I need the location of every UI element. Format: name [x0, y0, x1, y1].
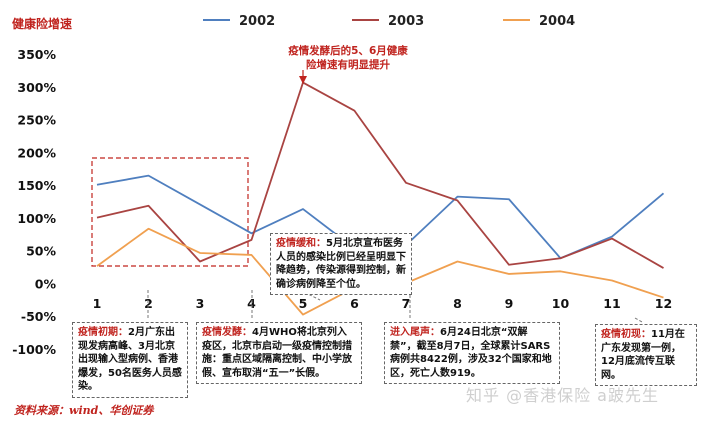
- series-line-2003: [96, 81, 664, 269]
- annotation-body: 5月北京宣布医务人员的感染比例已经呈明显下降趋势，传染源得到控制，新确诊病例降至…: [276, 238, 406, 290]
- y-tick-label: 200%: [17, 145, 56, 160]
- x-tick-label: 1: [93, 296, 102, 311]
- y-tick-label: 300%: [17, 80, 56, 95]
- y-tick-label: 150%: [17, 178, 56, 193]
- annotation-body: 2月广东出现发病高峰、3月北京出现输入型病例、香港爆发，50名医务人员感染。: [78, 327, 182, 392]
- y-axis-unit-label: 健康险增速: [12, 17, 73, 31]
- x-tick-label: 12: [655, 296, 672, 311]
- x-tick-label: 10: [552, 296, 570, 311]
- legend: 2002 2003 2004: [203, 14, 575, 29]
- annotation-tag: 疫情发酵：: [202, 327, 252, 338]
- highlight-box: [91, 157, 249, 267]
- top-annotation: 疫情发酵后的5、6月健康险增速有明显提升: [288, 45, 408, 71]
- x-tick-label: 9: [505, 296, 514, 311]
- x-tick-label: 11: [603, 296, 620, 311]
- annotation-final-stage: 进入尾声：6月24日北京“双解禁”，截至8月7日，全球累计SARS病例共8422…: [384, 322, 560, 384]
- annotation-tag: 疫情初期：: [78, 327, 128, 338]
- y-tick-label: -100%: [12, 342, 56, 357]
- annotation-first-appearance: 疫情初现：11月在广东发现第一例，12月底流传互联网。: [595, 324, 697, 386]
- x-tick-label: 4: [247, 296, 256, 311]
- annotation-body: 11月在广东发现第一例，12月底流传互联网。: [601, 329, 685, 381]
- callout-lines: [147, 289, 643, 323]
- annotation-tag: 进入尾声：: [390, 327, 440, 338]
- legend-label: 2003: [388, 14, 424, 29]
- y-tick-label: 50%: [26, 244, 56, 259]
- y-tick-label: 350%: [17, 47, 56, 62]
- x-tick-label: 2: [144, 296, 153, 311]
- annotation-body: 6月24日北京“双解禁”，截至8月7日，全球累计SARS病例共8422例，涉及3…: [390, 327, 552, 379]
- watermark: 知乎 @香港保险 a跛先生: [466, 386, 659, 405]
- annotation-tag: 疫情初现：: [601, 329, 651, 340]
- annotation-easing: 疫情缓和：5月北京宣布医务人员的感染比例已经呈明显下降趋势，传染源得到控制，新确…: [270, 233, 412, 295]
- y-tick-label: -50%: [21, 309, 57, 324]
- x-tick-label: 5: [299, 296, 308, 311]
- y-tick-label: 100%: [17, 211, 56, 226]
- x-tick-label: 6: [350, 296, 359, 311]
- source-note: 资料来源：wind、华创证券: [14, 404, 154, 417]
- annotation-body: 4月WHO将北京列入疫区，北京市启动一级疫情控制措施：重点区域隔离控制、中小学放…: [202, 327, 352, 379]
- legend-label: 2002: [239, 14, 275, 29]
- annotation-escalation: 疫情发酵：4月WHO将北京列入疫区，北京市启动一级疫情控制措施：重点区域隔离控制…: [196, 322, 362, 384]
- y-tick-label: 0%: [35, 276, 57, 291]
- x-tick-label: 7: [402, 296, 411, 311]
- annotation-early-outbreak: 疫情初期：2月广东出现发病高峰、3月北京出现输入型病例、香港爆发，50名医务人员…: [72, 322, 188, 398]
- x-tick-label: 8: [453, 296, 462, 311]
- x-axis: 1 2 3 4 5 6 7 8 9 10 11 12: [93, 296, 673, 311]
- annotation-tag: 疫情缓和：: [276, 238, 326, 249]
- y-axis: 350% 300% 250% 200% 150% 100% 50% 0% -50% -100%: [12, 47, 56, 357]
- top-note-arrowhead: [299, 76, 307, 84]
- legend-label: 2004: [539, 14, 575, 29]
- y-tick-label: 250%: [17, 113, 56, 128]
- x-tick-label: 3: [196, 296, 205, 311]
